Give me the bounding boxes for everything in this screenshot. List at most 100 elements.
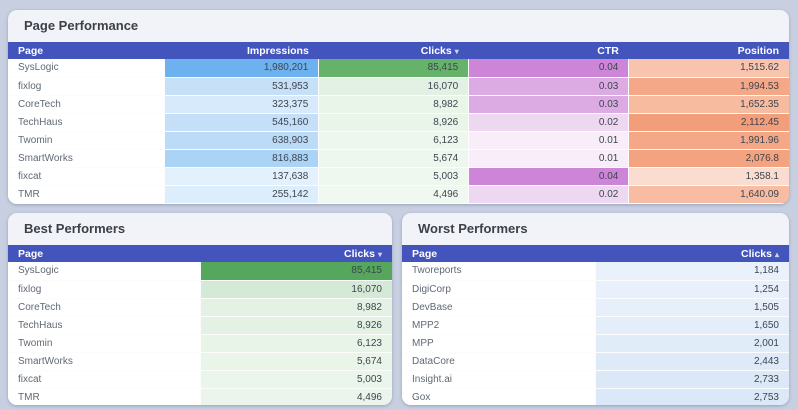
cell-clicks: 16,070 [199, 280, 392, 299]
cell-clicks: 1,184 [595, 262, 789, 281]
cell-clicks: 1,505 [595, 298, 789, 317]
cell-page: DevBase [402, 298, 596, 317]
table-row: DevBase 1,505 [402, 298, 789, 317]
table-row: MPP2 1,650 [402, 316, 789, 335]
sort-descending-icon: ▾ [454, 46, 459, 56]
cell-page: SmartWorks [8, 149, 165, 168]
table-row: Twomin 638,903 6,123 0.01 1,991.96 [8, 131, 789, 150]
cell-impressions: 323,375 [163, 95, 319, 114]
cell-page: TMR [8, 388, 200, 405]
column-header-clicks[interactable]: Clicks ▴ [595, 245, 789, 262]
worst-performers-panel: Worst Performers Page Clicks ▴ Tworeports 1,… [402, 213, 789, 405]
cell-ctr: 0.03 [468, 77, 629, 96]
table-row: fixcat 137,638 5,003 0.04 1,358.1 [8, 167, 789, 186]
cell-clicks: 16,070 [318, 77, 469, 96]
cell-ctr: 0.01 [468, 149, 629, 168]
page-performance-panel: Page Performance Page Impressions Clicks ▾ C… [8, 10, 789, 204]
cell-page: SysLogic [8, 59, 165, 78]
table-row: CoreTech 8,982 [8, 298, 392, 317]
table-row: TechHaus 8,926 [8, 316, 392, 335]
best-performers-panel: Best Performers Page Clicks ▾ SysLogic 85,41… [8, 213, 392, 405]
table-row: DataCore 2,443 [402, 352, 789, 371]
cell-page: fixlog [8, 77, 165, 96]
cell-page: Tworeports [402, 262, 596, 281]
cell-position: 2,076.8 [628, 149, 789, 168]
cell-clicks: 1,650 [595, 316, 789, 335]
table-row: SysLogic 85,415 [8, 262, 392, 281]
cell-ctr: 0.02 [468, 113, 629, 132]
cell-clicks: 2,443 [595, 352, 789, 371]
cell-page: TechHaus [8, 113, 165, 132]
sort-ascending-icon: ▴ [774, 249, 779, 259]
cell-page: MPP2 [402, 316, 596, 335]
cell-page: TechHaus [8, 316, 200, 335]
cell-position: 1,515.62 [628, 59, 789, 78]
page-performance-table: Page Impressions Clicks ▾ CTR Position SysLogi… [8, 42, 789, 204]
table-row: SmartWorks 5,674 [8, 352, 392, 371]
column-header-ctr[interactable]: CTR [468, 42, 629, 59]
table-header-row: Page Clicks ▴ [402, 245, 789, 262]
cell-position: 2,112.45 [628, 113, 789, 132]
cell-position: 1,652.35 [628, 95, 789, 114]
cell-page: fixcat [8, 370, 200, 389]
column-header-position[interactable]: Position [628, 42, 789, 59]
cell-clicks: 6,123 [199, 334, 392, 353]
table-row: fixlog 531,953 16,070 0.03 1,994.53 [8, 77, 789, 96]
cell-page: Gox [402, 388, 596, 405]
cell-ctr: 0.03 [468, 95, 629, 114]
table-row: Insight.ai 2,733 [402, 370, 789, 389]
cell-page: DigiCorp [402, 280, 596, 299]
cell-clicks: 5,003 [199, 370, 392, 389]
table-header-row: Page Clicks ▾ [8, 245, 392, 262]
best-performers-title: Best Performers [24, 221, 126, 236]
cell-position: 1,640.09 [628, 185, 789, 204]
sort-descending-icon: ▾ [377, 249, 382, 259]
table-row: MPP 2,001 [402, 334, 789, 353]
cell-impressions: 255,142 [163, 185, 319, 204]
table-row: Gox 2,753 [402, 388, 789, 405]
column-header-page[interactable]: Page [8, 42, 165, 59]
cell-clicks: 4,496 [199, 388, 392, 405]
cell-page: DataCore [402, 352, 596, 371]
table-row: Twomin 6,123 [8, 334, 392, 353]
table-row: fixcat 5,003 [8, 370, 392, 389]
cell-clicks: 8,926 [199, 316, 392, 335]
column-header-clicks[interactable]: Clicks ▾ [200, 245, 392, 262]
cell-impressions: 638,903 [163, 131, 319, 150]
cell-page: Twomin [8, 131, 165, 150]
worst-performers-title: Worst Performers [418, 221, 528, 236]
column-header-page[interactable]: Page [402, 245, 596, 262]
cell-page: TMR [8, 185, 165, 204]
page-performance-title: Page Performance [24, 18, 139, 33]
column-header-impressions[interactable]: Impressions [164, 42, 319, 59]
cell-page: SmartWorks [8, 352, 200, 371]
cell-impressions: 137,638 [163, 167, 319, 186]
cell-impressions: 545,160 [163, 113, 319, 132]
cell-position: 1,358.1 [628, 167, 789, 186]
table-row: TechHaus 545,160 8,926 0.02 2,112.45 [8, 113, 789, 132]
cell-page: fixlog [8, 280, 200, 299]
cell-page: SysLogic [8, 262, 200, 281]
table-row: SmartWorks 816,883 5,674 0.01 2,076.8 [8, 149, 789, 168]
cell-clicks: 85,415 [318, 59, 469, 78]
cell-clicks: 5,003 [318, 167, 469, 186]
table-row: SysLogic 1,980,201 85,415 0.04 1,515.62 [8, 59, 789, 78]
cell-impressions: 531,953 [163, 77, 319, 96]
cell-ctr: 0.02 [468, 185, 629, 204]
cell-page: Twomin [8, 334, 200, 353]
cell-page: MPP [402, 334, 596, 353]
table-row: DigiCorp 1,254 [402, 280, 789, 299]
column-header-clicks[interactable]: Clicks ▾ [318, 42, 469, 59]
cell-clicks: 2,001 [595, 334, 789, 353]
cell-clicks: 2,753 [595, 388, 789, 405]
cell-page: Insight.ai [402, 370, 596, 389]
cell-clicks: 5,674 [199, 352, 392, 371]
cell-clicks: 6,123 [318, 131, 469, 150]
table-row: TMR 4,496 [8, 388, 392, 405]
cell-impressions: 816,883 [163, 149, 319, 168]
cell-clicks: 4,496 [318, 185, 469, 204]
cell-ctr: 0.01 [468, 131, 629, 150]
column-header-page[interactable]: Page [8, 245, 200, 262]
cell-page: CoreTech [8, 95, 165, 114]
